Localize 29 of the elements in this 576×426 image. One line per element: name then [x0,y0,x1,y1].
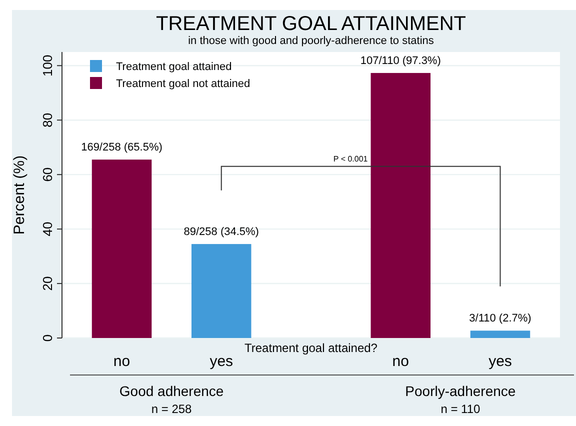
y-tick-label: 100 [40,54,55,76]
legend-label: Treatment goal not attained [116,78,250,90]
x-axis-title: Treatment goal attained? [244,341,378,355]
chart-title: TREATMENT GOAL ATTAINMENT [156,13,466,35]
y-tick-label: 40 [40,222,55,236]
x-tick-label: no [113,353,130,370]
bar [370,72,431,338]
text: n = 258 [151,402,192,416]
data-label: 3/110 (2.7%) [469,312,532,325]
data-label: 107/110 (97.3%) [360,54,441,67]
y-tick-label: 0 [40,334,55,342]
y-axis-title: Percent (%) [11,155,28,235]
y-tick-label: 80 [40,112,55,128]
y-tick-label: 20 [40,276,55,291]
text: n = 110 [440,402,481,416]
legend-label: Treatment goal attained [116,61,232,73]
x-tick-label: yes [210,353,234,370]
text: Poorly-adherence [405,383,516,399]
y-tick-label: 60 [40,167,55,182]
bar [92,160,152,338]
text: Good adherence [119,383,224,399]
annotation: P < 0.001 [333,154,368,164]
x-tick-label: no [392,353,409,370]
bar [191,244,252,338]
x-tick-label: yes [488,353,512,370]
data-label: 169/258 (65.5%) [81,142,162,154]
data-label: 89/258 (34.5%) [184,226,259,238]
bar [470,330,530,338]
chart-subtitle: in those with good and poorly-adherence to statins [188,35,434,47]
